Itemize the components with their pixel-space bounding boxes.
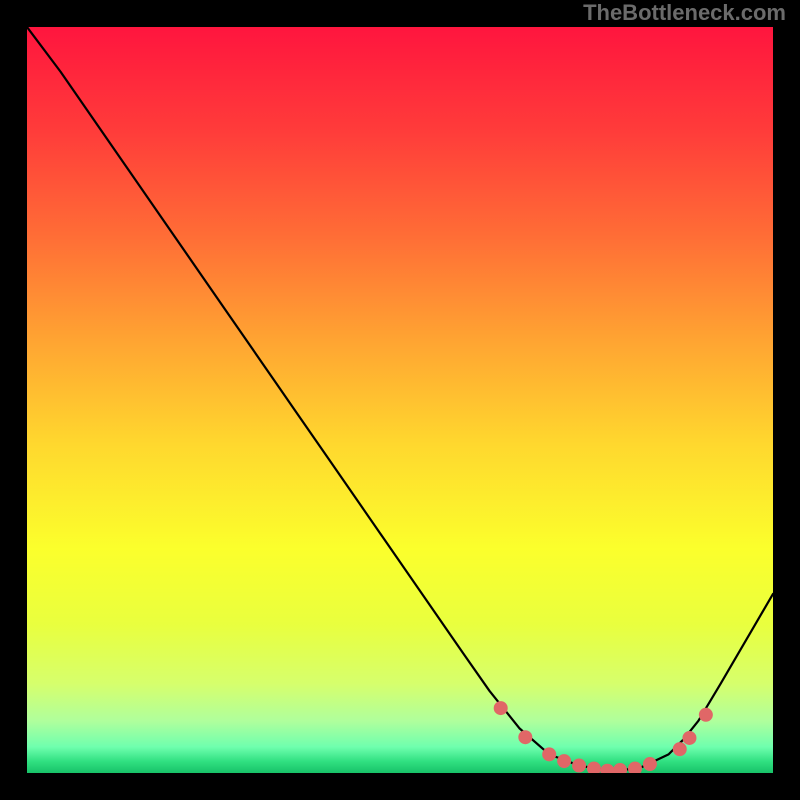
chart-svg xyxy=(27,27,773,773)
main-curve xyxy=(27,27,773,771)
data-marker xyxy=(558,755,571,768)
data-marker xyxy=(683,731,696,744)
data-marker xyxy=(587,762,600,773)
data-marker xyxy=(573,759,586,772)
plot-area xyxy=(27,27,773,773)
data-marker xyxy=(673,743,686,756)
data-marker xyxy=(494,702,507,715)
data-marker xyxy=(601,764,614,773)
data-marker xyxy=(614,764,627,773)
chart-container: { "watermark": { "text": "TheBottleneck.… xyxy=(0,0,800,800)
data-marker xyxy=(699,708,712,721)
data-marker xyxy=(543,748,556,761)
data-marker xyxy=(628,762,641,773)
data-marker xyxy=(519,731,532,744)
marker-group xyxy=(494,702,712,773)
watermark-text: TheBottleneck.com xyxy=(583,0,786,26)
data-marker xyxy=(643,758,656,771)
